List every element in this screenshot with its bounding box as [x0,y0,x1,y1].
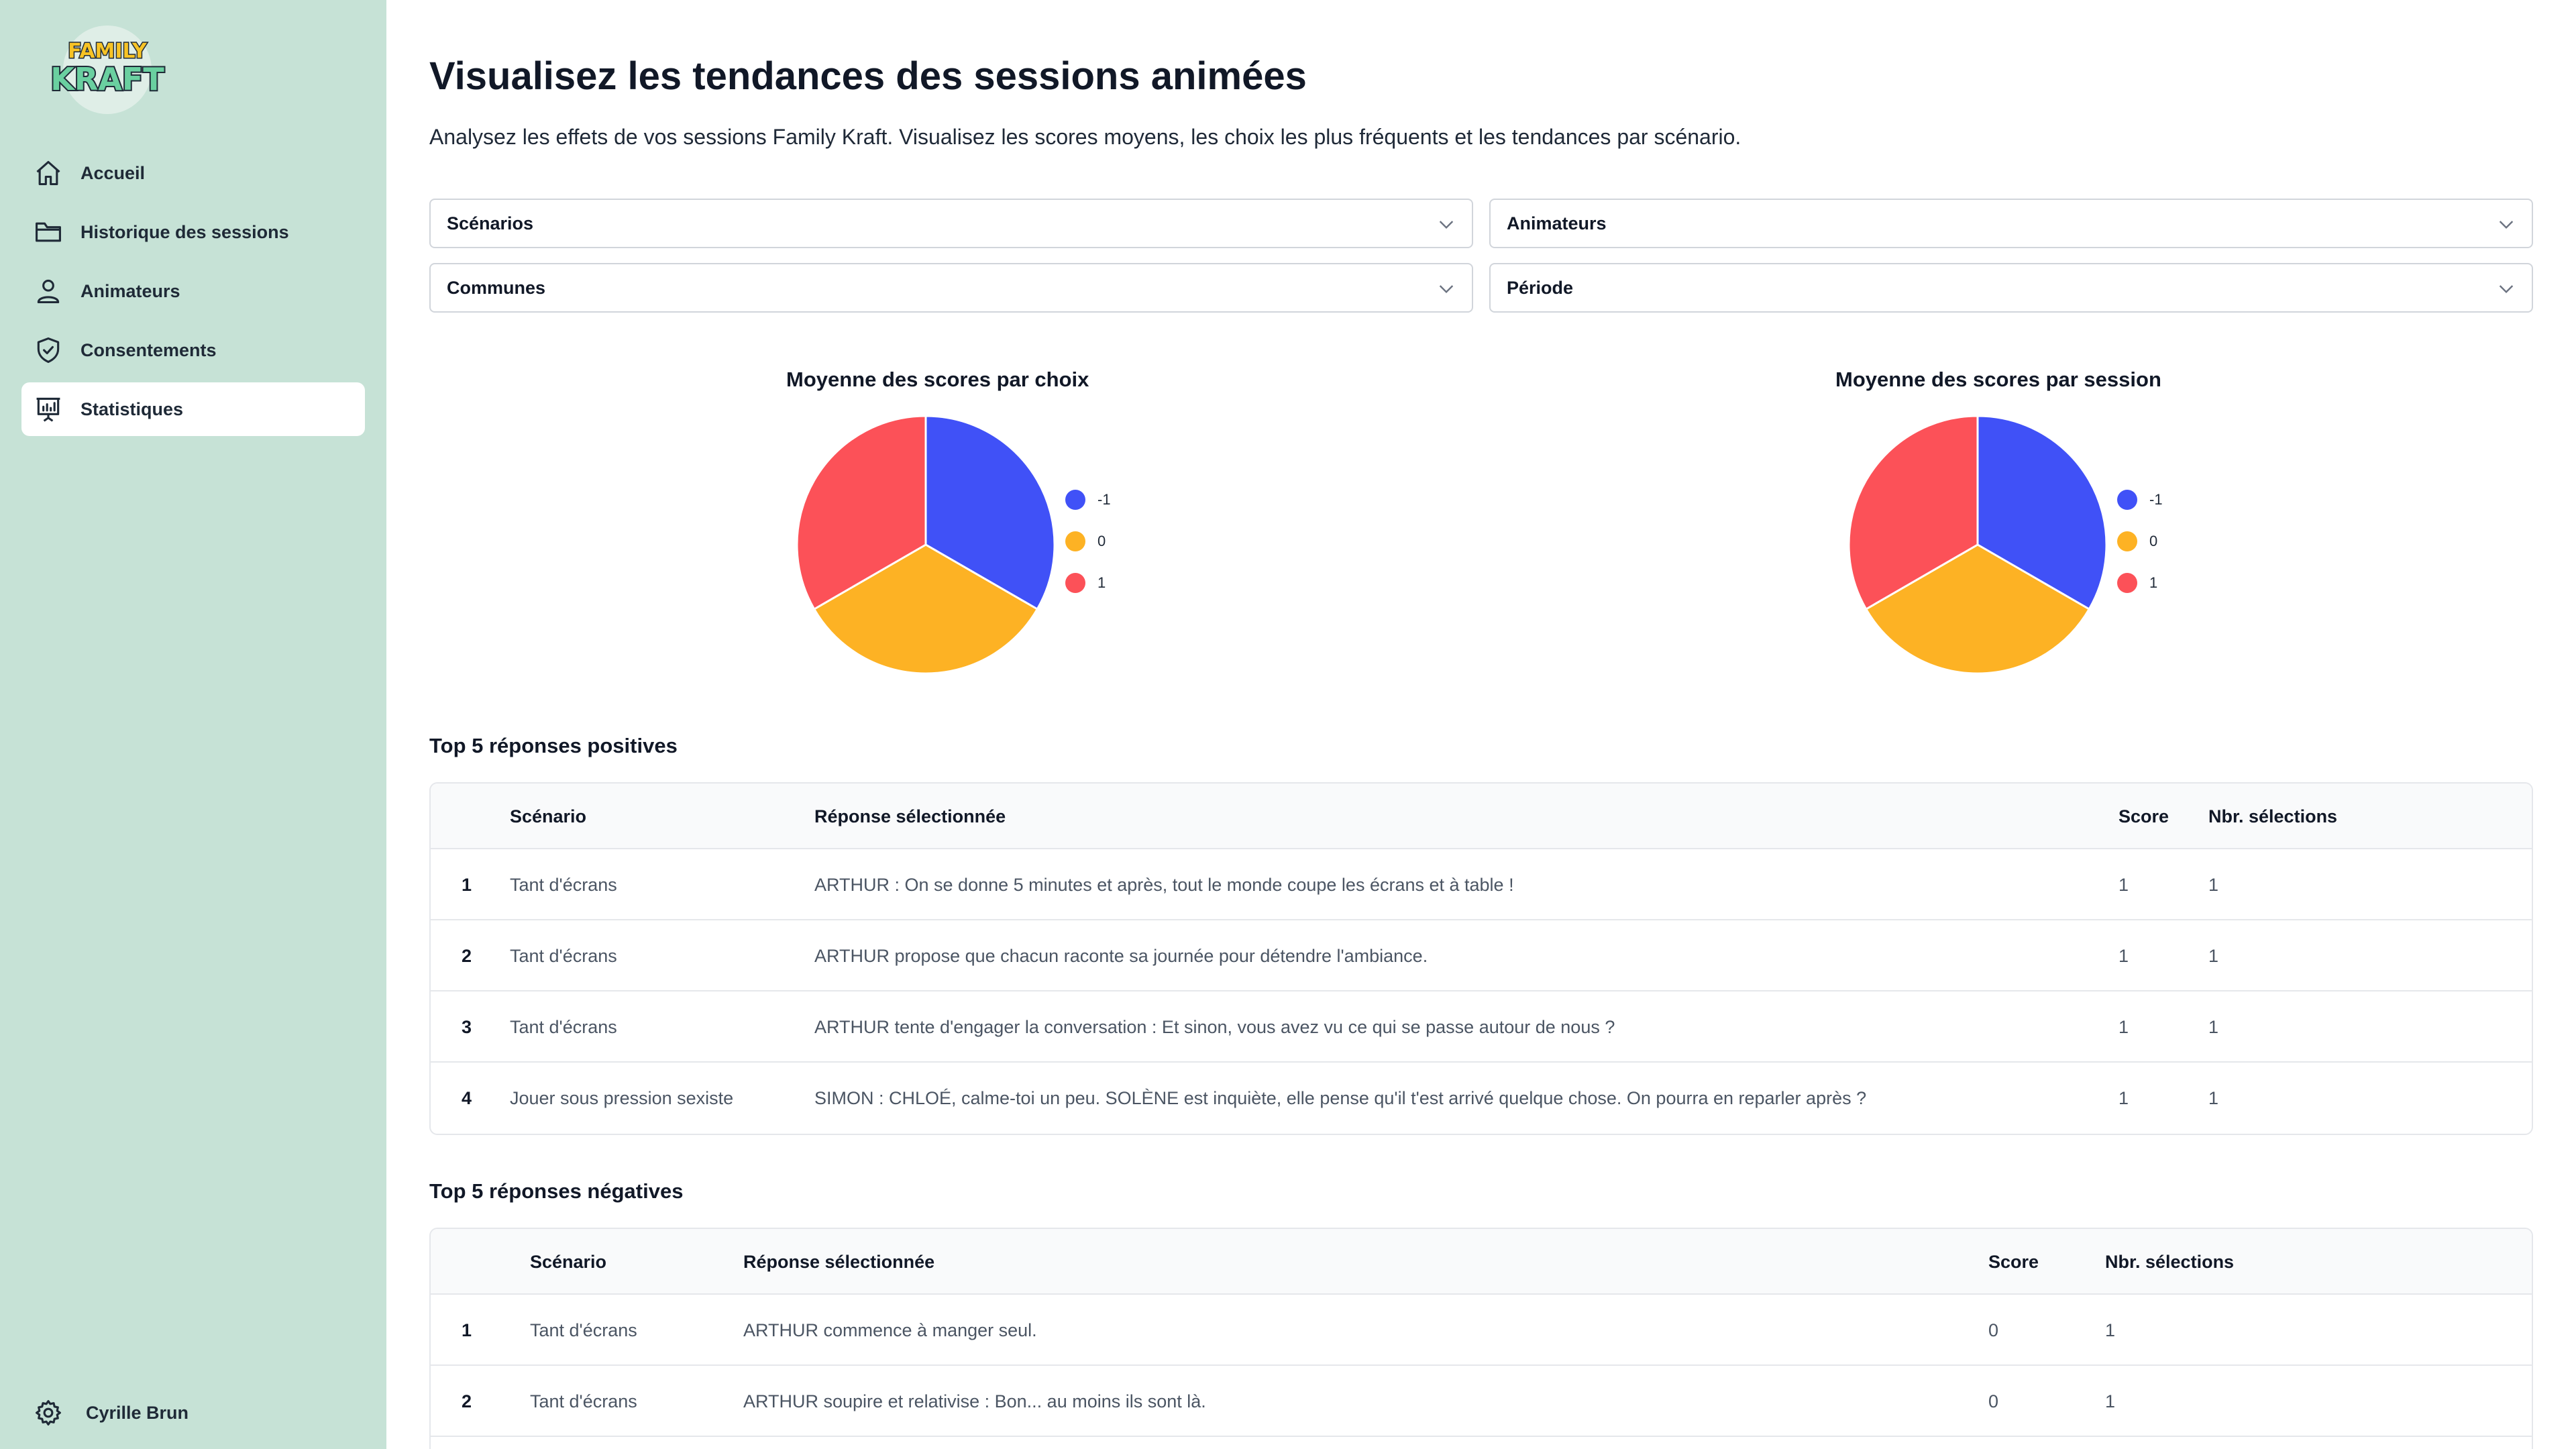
legend-item[interactable]: 0 [1065,521,1111,562]
column-header-scenario: Scénario [530,1252,607,1272]
sidebar-item-label: Statistiques [80,398,184,419]
table-row: 1 Tant d'écrans ARTHUR commence à manger… [431,1295,2532,1366]
legend-swatch [2117,531,2137,551]
select-value: Communes [447,277,546,298]
chevron-down-icon [1439,285,1454,294]
sidebar-item-accueil[interactable]: Accueil [21,146,365,200]
select-value: Période [1507,277,1574,298]
legend-item[interactable]: 1 [2117,562,2163,604]
pie-slice-0[interactable] [1864,543,2091,675]
legend-label: 1 [2149,574,2158,591]
family-kraft-logo[interactable]: FAMILY KRAFT [48,23,166,114]
column-header-nbr: Nbr. sélections [2105,1252,2235,1272]
table-row: 2 Tant d'écrans ARTHUR propose que chacu… [431,920,2532,991]
legend-item[interactable]: 1 [1065,562,1111,604]
column-header-reponse: Réponse sélectionnée [743,1252,935,1272]
column-header-score: Score [1988,1252,2039,1272]
chart-title: Moyenne des scores par session [1835,368,2161,391]
chart-legend: -1 0 1 [1065,479,1111,604]
animateurs-select[interactable]: Animateurs [1489,199,2533,248]
chevron-down-icon [2499,221,2514,229]
sidebar-item-historique[interactable]: Historique des sessions [21,205,365,259]
presentation-chart-icon [32,393,64,425]
gear-icon [32,1397,64,1429]
sidebar-item-consentements[interactable]: Consentements [21,323,365,377]
select-value: Animateurs [1507,213,1607,233]
column-header-score: Score [2118,806,2169,826]
table-row: 3 Tant d'écrans ARTHUR tente d'engager l… [431,991,2532,1063]
legend-item[interactable]: 0 [2117,521,2163,562]
column-header-scenario: Scénario [510,806,587,826]
legend-label: 0 [2149,533,2158,549]
positive-section-title: Top 5 réponses positives [429,734,678,757]
pie-slice--1[interactable] [1976,415,2108,611]
pie-slice-0[interactable] [812,543,1039,675]
user-name: Cyrille Brun [86,1402,189,1423]
chart-legend: -1 0 1 [2117,479,2163,604]
table-header: Scénario Réponse sélectionnée Score Nbr.… [431,784,2532,849]
scenarios-select[interactable]: Scénarios [429,199,1473,248]
legend-swatch [1065,573,1085,593]
shield-check-icon [32,334,64,366]
pie-chart-choix [796,415,1056,675]
table-row: 1 Tant d'écrans ARTHUR : On se donne 5 m… [431,849,2532,920]
chevron-down-icon [1439,221,1454,229]
legend-label: 0 [1097,533,1106,549]
sidebar-item-label: Consentements [80,339,217,360]
legend-swatch [1065,531,1085,551]
column-header-reponse: Réponse sélectionnée [814,806,1006,826]
legend-label: -1 [2149,491,2163,508]
sidebar: FAMILY KRAFT Accueil Historique des sess… [0,0,386,1449]
select-value: Scénarios [447,213,534,233]
positive-table: Scénario Réponse sélectionnée Score Nbr.… [429,782,2533,1135]
legend-swatch [2117,573,2137,593]
table-header: Scénario Réponse sélectionnée Score Nbr.… [431,1229,2532,1295]
legend-label: -1 [1097,491,1111,508]
sidebar-item-animateurs[interactable]: Animateurs [21,264,365,318]
sidebar-item-statistiques[interactable]: Statistiques [21,382,365,436]
legend-item[interactable]: -1 [2117,479,2163,521]
legend-label: 1 [1097,574,1106,591]
pie-slice--1[interactable] [924,415,1056,611]
user-settings[interactable]: Cyrille Brun [32,1397,189,1429]
folder-icon [32,216,64,248]
sidebar-item-label: Accueil [80,162,146,183]
legend-swatch [1065,490,1085,510]
svg-text:FAMILY: FAMILY [68,40,148,63]
svg-text:KRAFT: KRAFT [50,61,164,97]
chart-title: Moyenne des scores par choix [786,368,1089,391]
sidebar-item-label: Historique des sessions [80,221,289,242]
communes-select[interactable]: Communes [429,263,1473,313]
column-header-nbr: Nbr. sélections [2208,806,2338,826]
sidebar-nav: Accueil Historique des sessions Animateu… [21,146,365,441]
user-icon [32,275,64,307]
page-subtitle: Analysez les effets de vos sessions Fami… [429,125,1741,149]
pie-chart-session [1847,415,2108,675]
page-title: Visualisez les tendances des sessions an… [429,54,1307,98]
pie-slice-1[interactable] [796,415,927,611]
legend-swatch [2117,490,2137,510]
negative-table: Scénario Réponse sélectionnée Score Nbr.… [429,1228,2533,1449]
periode-select[interactable]: Période [1489,263,2533,313]
chevron-down-icon [2499,285,2514,294]
sidebar-item-label: Animateurs [80,280,180,301]
pie-slice-1[interactable] [1847,415,1979,611]
negative-section-title: Top 5 réponses négatives [429,1179,684,1203]
legend-item[interactable]: -1 [1065,479,1111,521]
home-icon [32,157,64,189]
table-row: 2 Tant d'écrans ARTHUR soupire et relati… [431,1366,2532,1437]
table-row: 4 Jouer sous pression sexiste SIMON : CH… [462,1088,2219,1108]
